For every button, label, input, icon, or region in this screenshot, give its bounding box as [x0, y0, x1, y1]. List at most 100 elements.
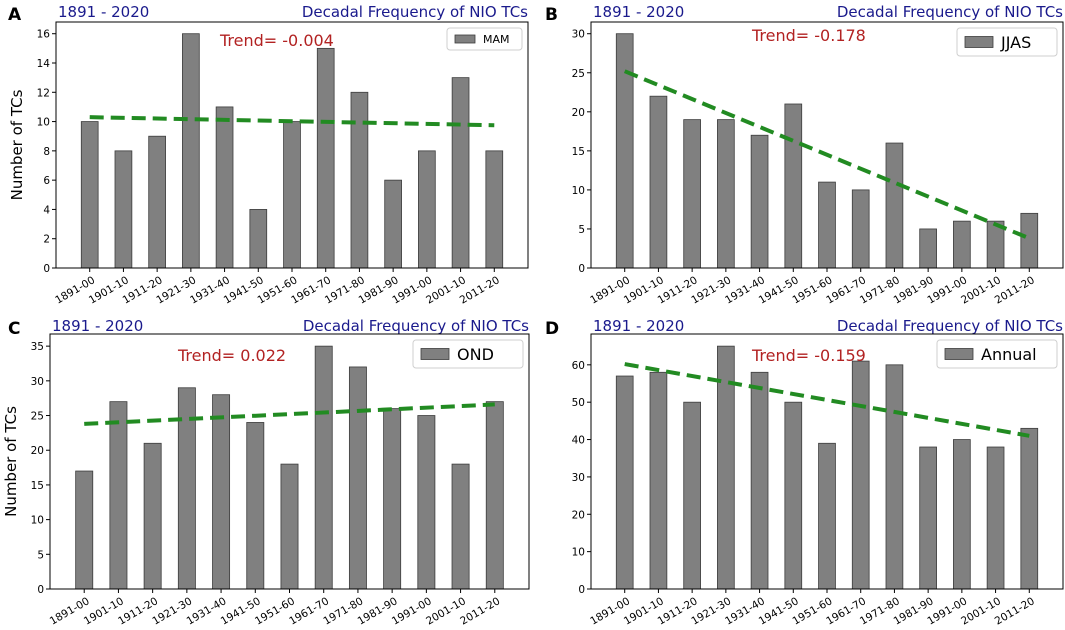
y-tick-label: 2 [43, 234, 50, 246]
bar [818, 181, 836, 269]
bar [953, 439, 971, 590]
y-tick-label: 35 [31, 341, 44, 353]
y-tick-label: 20 [572, 107, 585, 119]
bar [885, 364, 904, 590]
bar [451, 463, 470, 590]
legend-swatch [454, 34, 476, 44]
bar [109, 401, 128, 590]
trend-label: Trend= -0.004 [219, 31, 334, 50]
bar [80, 121, 99, 269]
bar [615, 375, 634, 590]
y-tick-label: 0 [37, 584, 44, 596]
plot-frame [590, 333, 1064, 590]
chart-panel-b: B 1891 - 2020 Decadal Frequency of NIO TCs… [545, 3, 1064, 307]
x-tick-label: 2011-20 [458, 595, 502, 627]
bar [384, 179, 402, 269]
bar [986, 446, 1005, 590]
y-tick-label: 4 [43, 204, 50, 216]
y-tick-label: 10 [572, 185, 585, 197]
bar [750, 134, 769, 269]
legend-swatch [944, 348, 974, 360]
y-tick-label: 20 [572, 509, 585, 521]
bar [249, 209, 268, 269]
y-tick-label: 0 [578, 263, 585, 275]
bar [246, 422, 265, 590]
trend-line [624, 362, 1030, 438]
y-tick-label: 30 [572, 29, 585, 41]
bar [143, 442, 162, 590]
trend-label: Trend= 0.022 [177, 346, 286, 365]
bar [280, 463, 299, 590]
legend-box [936, 339, 1058, 369]
legend-label: JJAS [1000, 33, 1031, 52]
y-tick-label: 25 [572, 68, 585, 80]
y-tick-label: 30 [572, 472, 585, 484]
period-label: 1891 - 2020 [593, 3, 684, 21]
bar [215, 106, 234, 269]
legend-box [412, 339, 524, 369]
bar [75, 470, 94, 590]
chart-title: Decadal Frequency of NIO TCs [302, 3, 528, 21]
panel-letter: B [545, 5, 558, 25]
bar [784, 401, 803, 590]
plot-frame [55, 21, 529, 269]
bar [953, 220, 971, 269]
bar [1020, 212, 1039, 269]
plot-frame [49, 333, 530, 590]
y-tick-label: 30 [31, 376, 44, 388]
bar [919, 446, 937, 590]
bar [212, 394, 231, 590]
bar [182, 33, 200, 269]
bar [919, 228, 937, 269]
bar [451, 77, 470, 269]
bar [383, 408, 402, 590]
bar [1020, 427, 1039, 590]
y-axis-label: Number of TCs [8, 89, 26, 200]
chart-panel-c: C 1891 - 2020 Decadal Frequency of NIO TCs… [2, 317, 530, 628]
panel-letter: D [545, 319, 559, 339]
y-tick-label: 25 [31, 411, 44, 423]
y-tick-label: 16 [37, 29, 51, 41]
trend-label: Trend= -0.159 [751, 346, 866, 365]
legend-label: OND [457, 345, 494, 364]
y-tick-label: 10 [37, 117, 50, 129]
chart-panel-a: A 1891 - 2020 Decadal Frequency of NIO TCs… [8, 3, 529, 307]
y-tick-label: 10 [572, 547, 585, 559]
bar [314, 345, 333, 590]
bar [649, 95, 668, 269]
legend-swatch [420, 348, 450, 360]
y-tick-label: 5 [578, 224, 585, 236]
chart-panel-d: D 1891 - 2020 Decadal Frequency of NIO TCs… [545, 317, 1064, 628]
bar [683, 119, 701, 269]
bar [485, 150, 504, 269]
bar [418, 150, 436, 269]
trend-line [89, 115, 495, 128]
bar [649, 371, 668, 590]
y-tick-label: 20 [31, 445, 44, 457]
y-tick-label: 10 [31, 515, 44, 527]
bar [851, 189, 870, 269]
bar [784, 103, 803, 269]
y-tick-label: 60 [572, 360, 585, 372]
y-tick-label: 6 [43, 175, 50, 187]
chart-title: Decadal Frequency of NIO TCs [303, 317, 529, 335]
bar [348, 366, 367, 590]
y-tick-label: 50 [572, 397, 585, 409]
chart-title: Decadal Frequency of NIO TCs [837, 317, 1063, 335]
legend-label: Annual [981, 345, 1037, 364]
trend-line [623, 69, 1031, 241]
bar [316, 47, 335, 269]
bar [717, 119, 735, 269]
bar [417, 415, 436, 590]
bar [750, 371, 769, 590]
period-label: 1891 - 2020 [593, 317, 684, 335]
bar [148, 135, 166, 269]
bar [683, 401, 701, 590]
y-tick-label: 8 [43, 146, 50, 158]
panel-letter: C [8, 319, 20, 339]
y-tick-label: 12 [37, 87, 50, 99]
trend-line [84, 402, 495, 426]
bar [283, 121, 301, 269]
trend-label: Trend= -0.178 [751, 26, 866, 45]
